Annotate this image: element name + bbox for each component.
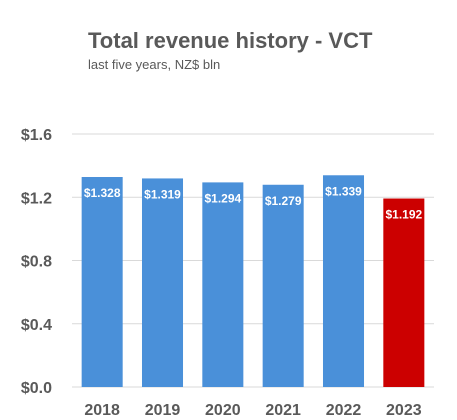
bar-2021: [262, 184, 304, 387]
y-tick-label: $1.6: [21, 127, 52, 144]
y-tick-label: $0.0: [21, 380, 52, 397]
y-tick-label: $0.4: [21, 317, 52, 334]
bar-2022: [322, 175, 365, 387]
data-label: $1.328: [84, 186, 121, 200]
bars: [81, 175, 425, 387]
data-label: $1.339: [325, 184, 362, 198]
data-label: $1.279: [265, 194, 302, 208]
chart-subtitle: last five years, NZ$ bln: [88, 57, 221, 72]
x-tick-label: 2019: [145, 402, 181, 419]
x-tick-label: 2023: [386, 402, 422, 419]
bar-2020: [202, 182, 244, 387]
chart-title: Total revenue history - VCT: [88, 28, 373, 53]
y-tick-label: $0.8: [21, 254, 52, 271]
x-tick-label: 2021: [265, 402, 301, 419]
y-axis-tick-labels: $0.0 $0.4 $0.8 $1.2 $1.6: [21, 127, 52, 397]
x-tick-label: 2018: [84, 402, 120, 419]
data-labels: $1.328 $1.319 $1.294 $1.279 $1.339 $1.192: [84, 184, 423, 221]
x-tick-label: 2022: [326, 402, 362, 419]
bar-2018: [81, 177, 123, 387]
y-tick-label: $1.2: [21, 190, 52, 207]
gridlines: [72, 133, 434, 388]
data-label: $1.294: [204, 191, 241, 205]
x-axis-tick-labels: 2018 2019 2020 2021 2022 2023: [84, 402, 421, 419]
bar-2023: [383, 198, 425, 387]
bar-2019: [141, 178, 184, 387]
data-label: $1.319: [144, 187, 181, 201]
data-label: $1.192: [385, 208, 422, 222]
x-tick-label: 2020: [205, 402, 241, 419]
